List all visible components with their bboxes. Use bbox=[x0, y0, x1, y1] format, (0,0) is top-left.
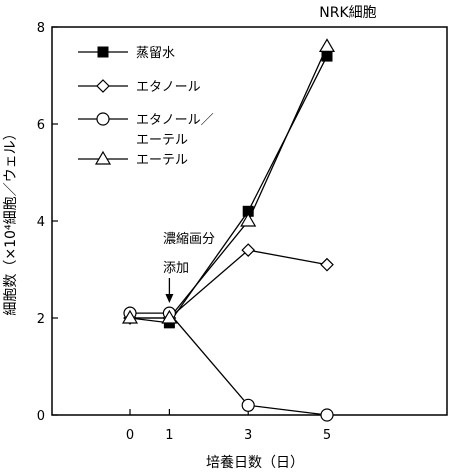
annotation-line-2: 添加 bbox=[163, 261, 189, 276]
x-axis-label: 培養日数（日） bbox=[206, 454, 304, 471]
series-0-point-3 bbox=[321, 50, 333, 62]
series-line-2 bbox=[130, 312, 328, 416]
series-1-point-3 bbox=[320, 257, 334, 272]
y-tick-label-2: 2 bbox=[37, 312, 45, 327]
y-tick-label-8: 8 bbox=[37, 21, 45, 36]
series-3-point-2 bbox=[240, 212, 257, 227]
x-tick-label-0: 0 bbox=[126, 428, 134, 443]
series-line-3 bbox=[130, 46, 328, 319]
series-3-point-3 bbox=[318, 38, 336, 53]
legend-marker-3 bbox=[94, 150, 112, 165]
legend-label-0: 蒸留水 bbox=[136, 46, 175, 61]
legend-label-1: エタノール bbox=[136, 80, 201, 95]
legend-marker-0 bbox=[97, 46, 109, 58]
legend-marker-2 bbox=[96, 112, 110, 126]
series-2-point-3 bbox=[320, 408, 334, 422]
y-tick-label-6: 6 bbox=[37, 118, 45, 133]
y-axis: 0 2 4 6 8 bbox=[37, 21, 58, 424]
series-line-1 bbox=[130, 249, 328, 319]
series-3-point-1 bbox=[161, 309, 178, 324]
legend-marker-1 bbox=[96, 79, 110, 93]
x-tick-label-1: 1 bbox=[165, 428, 173, 443]
series-1-point-2 bbox=[241, 243, 256, 257]
series-line-0 bbox=[129, 55, 328, 324]
legend-label-2-1: エーテル bbox=[136, 133, 188, 148]
y-tick-label-4: 4 bbox=[37, 215, 45, 230]
x-tick-label-3: 3 bbox=[244, 428, 252, 443]
y-tick-label-0: 0 bbox=[37, 409, 45, 424]
series-3-point-0 bbox=[121, 309, 139, 324]
y-axis-label: 細胞数（×10⁴細胞／ウェル） bbox=[3, 126, 19, 315]
annotation: 濃縮画分 添加 bbox=[163, 231, 215, 303]
legend-label-3: エーテル bbox=[136, 153, 188, 168]
series-layer bbox=[121, 38, 336, 422]
series-2-point-2 bbox=[241, 398, 255, 412]
chart-title: NRK細胞 bbox=[319, 5, 376, 21]
annotation-arrow-head bbox=[165, 294, 174, 303]
legend-label-2-0: エタノール／ bbox=[136, 113, 214, 128]
x-axis: 0 1 3 5 bbox=[126, 409, 331, 443]
annotation-line-1: 濃縮画分 bbox=[163, 231, 215, 247]
x-tick-label-5: 5 bbox=[323, 428, 331, 443]
